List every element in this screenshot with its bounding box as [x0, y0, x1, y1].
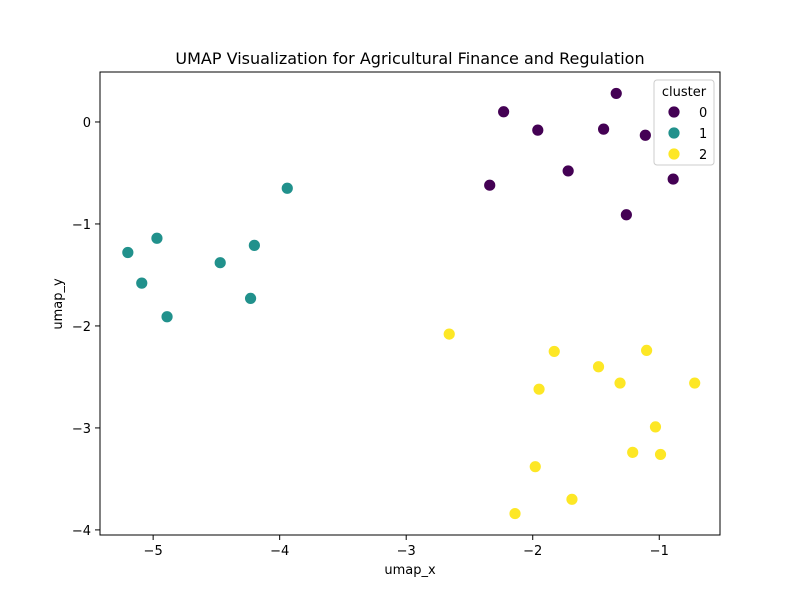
data-point-cluster-2 — [528, 460, 542, 474]
y-axis-label: umap_y — [51, 278, 66, 330]
data-point-cluster-2 — [626, 445, 640, 459]
y-axis: 0 −1 −2 −3 −4 — [72, 116, 100, 539]
y-tick-label: −2 — [72, 320, 91, 335]
data-point-cluster-2 — [640, 344, 654, 357]
axes-frame — [99, 71, 721, 536]
data-point-cluster-2 — [442, 327, 456, 341]
x-tick-label: −2 — [523, 544, 542, 559]
data-point-cluster-0 — [531, 123, 545, 137]
data-point-cluster-2 — [547, 345, 561, 358]
data-point-cluster-2 — [532, 382, 546, 396]
data-point-cluster-2 — [649, 420, 662, 434]
data-point-cluster-0 — [609, 87, 623, 100]
data-point-cluster-1 — [150, 231, 164, 245]
data-point-cluster-0 — [497, 105, 511, 119]
data-point-cluster-2 — [654, 448, 667, 461]
x-tick-label: −4 — [270, 544, 289, 559]
x-axis-label: umap_x — [384, 563, 436, 578]
data-point-cluster-0 — [483, 178, 497, 192]
data-point-cluster-1 — [213, 256, 227, 270]
data-point-cluster-1 — [121, 246, 135, 259]
data-point-cluster-1 — [280, 181, 294, 195]
data-point-cluster-2 — [592, 360, 605, 374]
legend-marker — [667, 105, 681, 119]
data-point-cluster-0 — [638, 128, 652, 142]
y-tick-label: −4 — [72, 524, 91, 539]
x-tick-label: −1 — [650, 544, 669, 559]
legend-box — [653, 79, 715, 166]
data-point-cluster-0 — [619, 208, 633, 222]
legend-marker — [667, 126, 681, 140]
legend-marker — [667, 147, 681, 161]
legend-title: cluster — [662, 85, 707, 100]
data-point-cluster-1 — [135, 276, 149, 290]
x-axis: −5 −4 −3 −2 −1 — [144, 535, 669, 559]
data-point-cluster-1 — [160, 310, 174, 324]
data-point-cluster-1 — [247, 238, 261, 252]
data-point-cluster-2 — [565, 492, 579, 506]
data-point-cluster-2 — [688, 376, 702, 390]
legend-label: 0 — [699, 106, 707, 121]
data-point-cluster-0 — [561, 164, 575, 178]
data-point-cluster-2 — [613, 376, 627, 390]
legend-label: 2 — [699, 148, 707, 163]
legend-entries: 0 1 2 — [667, 105, 707, 163]
data-point-cluster-0 — [597, 122, 610, 136]
y-tick-label: 0 — [83, 116, 91, 131]
legend-label: 1 — [699, 127, 707, 142]
data-points — [121, 87, 702, 520]
x-tick-label: −3 — [397, 544, 416, 559]
legend: cluster 0 1 2 — [653, 79, 715, 166]
data-point-cluster-2 — [508, 507, 522, 520]
chart-title: UMAP Visualization for Agricultural Fina… — [175, 49, 644, 68]
y-tick-label: −1 — [72, 218, 91, 233]
data-point-cluster-1 — [244, 292, 257, 305]
y-tick-label: −3 — [72, 422, 91, 437]
data-point-cluster-0 — [666, 172, 680, 186]
x-tick-label: −5 — [144, 544, 163, 559]
